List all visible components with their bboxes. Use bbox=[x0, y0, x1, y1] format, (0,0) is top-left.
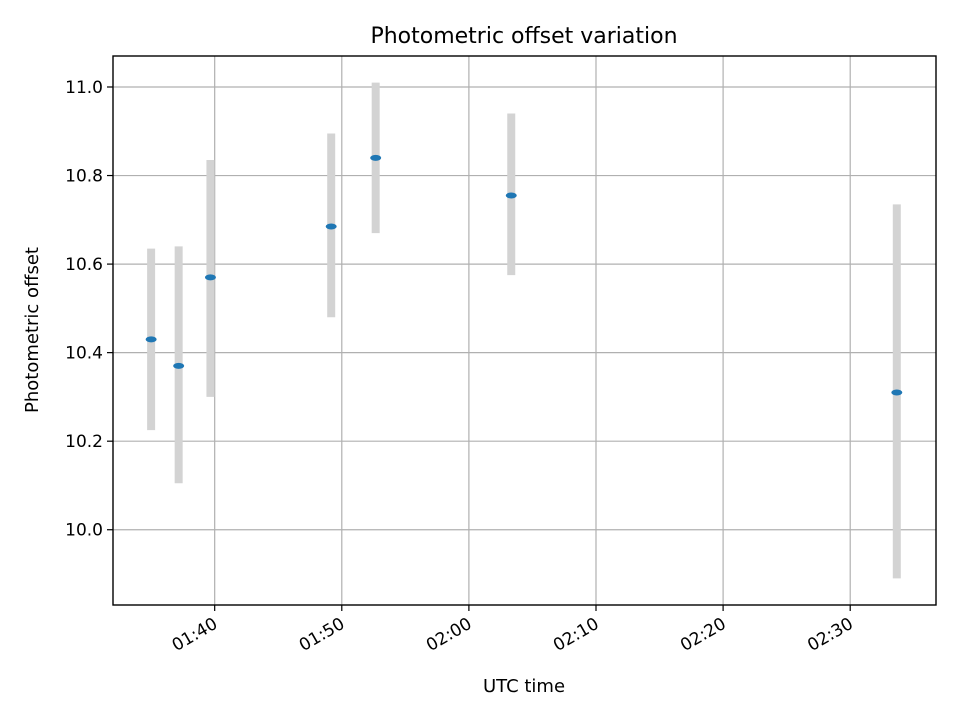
y-tick-label: 11.0 bbox=[65, 78, 103, 98]
x-tick-label: 01:40 bbox=[169, 614, 221, 656]
x-tick-label: 02:10 bbox=[550, 614, 602, 656]
data-point bbox=[145, 336, 157, 343]
data-points bbox=[145, 154, 903, 396]
data-point bbox=[173, 362, 185, 369]
data-point bbox=[204, 274, 216, 281]
data-point bbox=[370, 154, 382, 161]
x-tick-label: 01:50 bbox=[296, 614, 348, 656]
error-bars bbox=[147, 82, 901, 579]
x-tick-label: 02:20 bbox=[677, 614, 729, 656]
y-tick-label: 10.8 bbox=[65, 167, 103, 187]
y-tick-label: 10.0 bbox=[65, 521, 103, 541]
x-tick-label: 02:00 bbox=[423, 614, 475, 656]
x-tick-label: 02:30 bbox=[804, 614, 856, 656]
y-tick-label: 10.6 bbox=[65, 255, 103, 275]
data-point bbox=[505, 192, 517, 199]
x-axis-ticks: 01:40 01:50 02:00 02:10 02:20 02:30 bbox=[169, 605, 857, 656]
y-axis-label: Photometric offset bbox=[22, 247, 43, 413]
data-point bbox=[325, 223, 337, 230]
y-axis-ticks: 10.0 10.2 10.4 10.6 10.8 11.0 bbox=[65, 78, 113, 541]
y-tick-label: 10.2 bbox=[65, 432, 103, 452]
y-tick-label: 10.4 bbox=[65, 344, 103, 364]
x-axis-label: UTC time bbox=[483, 676, 565, 697]
data-point bbox=[891, 389, 903, 396]
plot-frame bbox=[112, 55, 937, 606]
grid bbox=[113, 56, 936, 605]
chart-title: Photometric offset variation bbox=[370, 24, 677, 49]
